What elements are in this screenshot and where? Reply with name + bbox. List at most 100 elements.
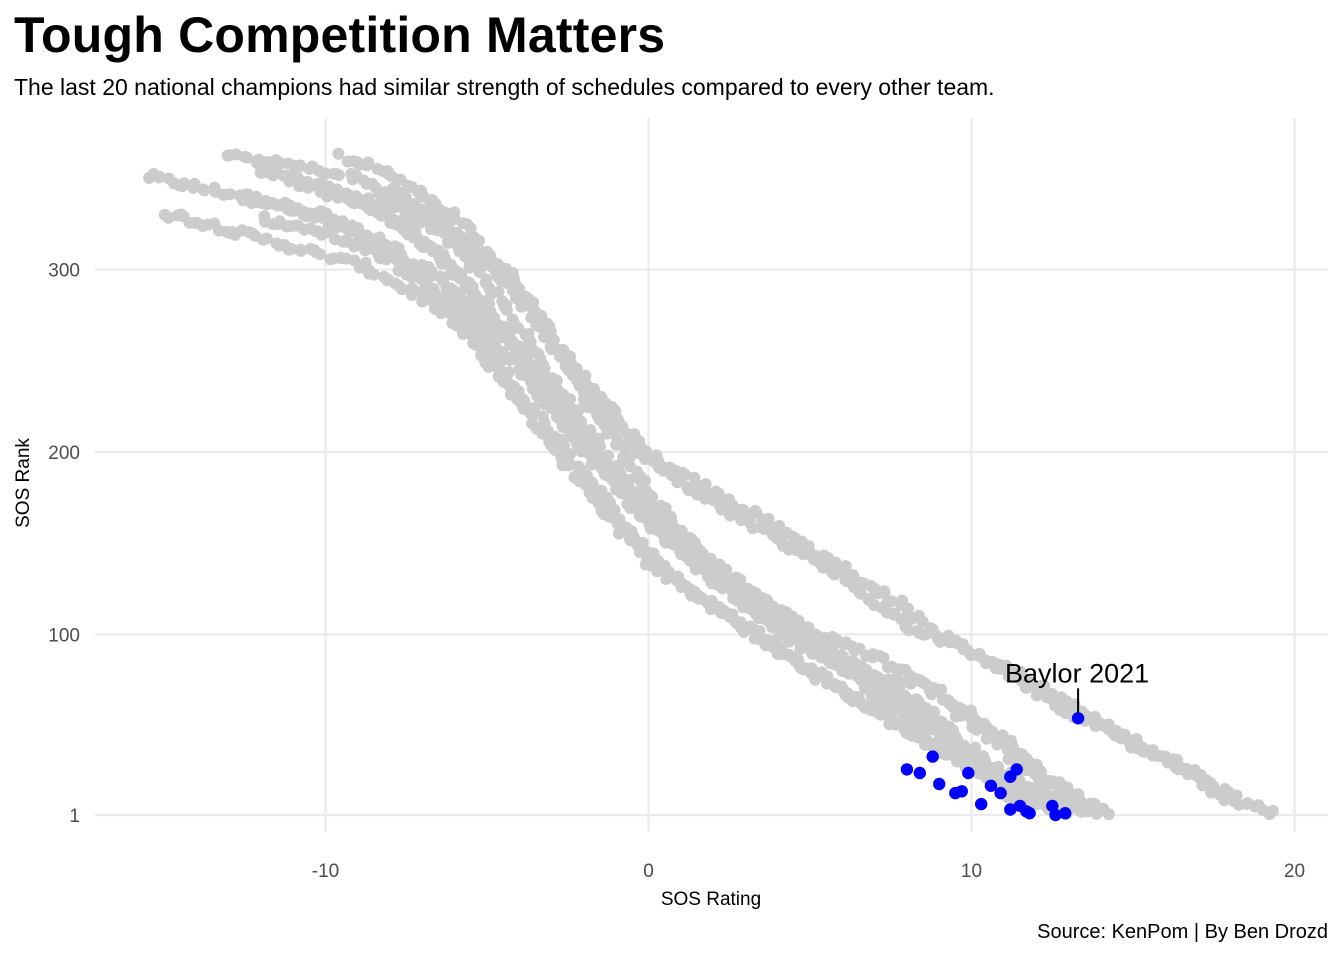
team-point	[985, 725, 998, 738]
champion-point	[1071, 712, 1085, 725]
team-point	[367, 268, 380, 281]
y-axis-title: SOS Rank	[13, 438, 34, 528]
team-point	[273, 199, 285, 211]
team-point	[935, 683, 948, 696]
team-point	[421, 215, 433, 228]
team-point	[500, 371, 513, 383]
y-axis-ticks: 1 100 200 300	[48, 261, 80, 827]
x-tick-label: 10	[961, 861, 982, 882]
champion-point	[1023, 807, 1036, 820]
team-point	[283, 175, 296, 188]
champion-point	[962, 766, 975, 780]
team-point	[351, 156, 364, 169]
team-point	[515, 300, 528, 313]
team-point	[359, 231, 372, 244]
team-point	[664, 535, 677, 548]
team-point	[360, 159, 373, 172]
team-point	[501, 277, 514, 289]
team-point	[409, 197, 422, 210]
team-point	[846, 569, 859, 582]
champion-point	[933, 777, 946, 791]
champion-point	[1059, 807, 1072, 820]
team-point	[955, 703, 968, 716]
team-point	[476, 249, 489, 262]
team-point	[902, 624, 915, 637]
team-point	[319, 167, 332, 180]
team-point	[731, 617, 744, 630]
team-point	[332, 147, 345, 160]
team-point	[1232, 798, 1245, 811]
team-point	[588, 447, 601, 460]
team-point	[801, 642, 814, 655]
x-axis-title: SOS Rating	[661, 889, 761, 910]
champion-point	[955, 785, 968, 798]
team-point	[1020, 681, 1033, 694]
team-point	[518, 396, 531, 409]
team-point	[800, 662, 813, 675]
champion-point	[975, 797, 988, 811]
champion-point	[926, 750, 939, 763]
team-point	[586, 438, 599, 451]
team-point	[544, 330, 557, 343]
team-point	[500, 304, 513, 316]
team-point	[198, 184, 211, 197]
team-point	[919, 720, 932, 733]
champion-point	[1049, 808, 1062, 822]
annotations: Baylor 2021	[1005, 658, 1149, 713]
team-point	[608, 504, 621, 516]
team-point	[444, 258, 457, 271]
champion-point	[994, 786, 1007, 800]
team-point	[753, 625, 766, 637]
team-point	[417, 241, 430, 253]
team-point	[968, 749, 981, 762]
team-point	[878, 586, 891, 599]
team-point	[738, 504, 751, 517]
team-point	[332, 169, 345, 181]
team-point	[162, 211, 175, 224]
x-tick-label: -10	[312, 861, 339, 882]
team-point	[646, 491, 659, 504]
team-point	[338, 235, 351, 247]
team-point	[527, 407, 539, 420]
team-point	[1184, 764, 1197, 777]
team-point	[598, 462, 611, 474]
team-point	[187, 181, 200, 194]
team-point	[294, 243, 307, 256]
team-point	[305, 179, 318, 192]
team-point	[347, 190, 360, 203]
y-tick-label: 200	[48, 443, 80, 464]
team-point	[681, 541, 694, 554]
champion-point	[1010, 763, 1023, 776]
team-point	[874, 695, 887, 708]
team-point	[656, 502, 669, 515]
team-point	[763, 518, 776, 531]
team-point	[321, 190, 334, 203]
team-point	[601, 427, 614, 440]
team-point	[1266, 804, 1279, 817]
team-point	[224, 188, 237, 201]
team-point	[260, 232, 273, 245]
team-point	[965, 649, 978, 662]
y-tick-label: 1	[69, 806, 80, 827]
team-point	[608, 473, 621, 486]
team-point	[313, 248, 326, 261]
champion-point	[913, 766, 926, 780]
champion-point	[1004, 803, 1017, 816]
champion-point	[984, 779, 998, 792]
team-point	[390, 200, 403, 213]
team-point	[464, 222, 477, 235]
team-point	[957, 739, 970, 752]
team-point	[662, 566, 675, 578]
team-point	[492, 286, 505, 298]
x-tick-label: 20	[1284, 861, 1305, 882]
team-point	[435, 257, 448, 270]
team-point	[153, 171, 166, 183]
team-point	[1086, 802, 1099, 815]
team-point	[874, 708, 887, 721]
team-point	[420, 203, 433, 216]
team-point	[1061, 796, 1074, 809]
team-point	[877, 651, 890, 664]
team-point	[350, 226, 363, 239]
team-point	[992, 760, 1004, 773]
